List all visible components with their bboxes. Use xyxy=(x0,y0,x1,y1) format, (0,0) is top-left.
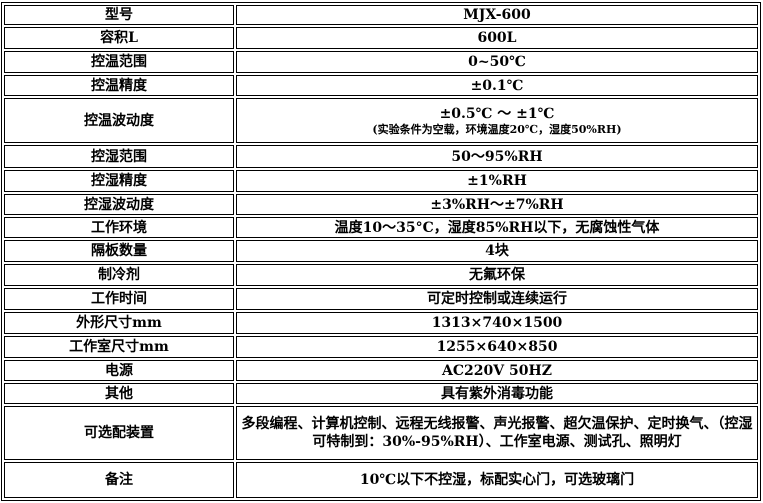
table-row: 外形尺寸mm 1313×740×1500 xyxy=(4,312,758,334)
spec-value: 可定时控制或连续运行 xyxy=(236,288,758,310)
spec-note: (实验条件为空载，环境温度20℃，湿度50%RH) xyxy=(372,122,622,136)
table-row: 制冷剂 无氟环保 xyxy=(4,264,758,286)
table-row: 隔板数量 4块 xyxy=(4,240,758,262)
spec-label: 控湿范围 xyxy=(4,145,234,168)
spec-value-text: 具有紫外消毒功能 xyxy=(441,385,553,402)
spec-label: 型号 xyxy=(4,5,234,25)
table-row: 控湿波动度 ±3%RH～±7%RH xyxy=(4,194,758,215)
spec-value-text: 1313×740×1500 xyxy=(431,315,563,331)
spec-value-text: 10℃以下不控湿，标配实心门，可选玻璃门 xyxy=(359,472,635,488)
spec-value: 具有紫外消毒功能 xyxy=(236,383,758,404)
spec-value-text: ±0.1℃ xyxy=(470,77,524,94)
spec-value: ±3%RH～±7%RH xyxy=(236,194,758,215)
spec-value: 温度10～35°C，湿度85%RH以下，无腐蚀性气体 xyxy=(236,217,758,238)
spec-value-text: AC220V 50HZ xyxy=(442,362,552,379)
spec-value: 4块 xyxy=(236,240,758,262)
table-row: 控温范围 0~50℃ xyxy=(4,51,758,73)
spec-value-text: 温度10～35°C，湿度85%RH以下，无腐蚀性气体 xyxy=(334,219,660,236)
spec-label: 控湿波动度 xyxy=(4,194,234,215)
spec-value: ±0.5℃ ～ ±1℃ (实验条件为空载，环境温度20℃，湿度50%RH) xyxy=(236,98,758,143)
spec-value-text: MJX-600 xyxy=(463,7,531,23)
table-row: 电源 AC220V 50HZ xyxy=(4,360,758,381)
spec-value-text: 无氟环保 xyxy=(469,267,525,283)
table-row: 型号 MJX-600 xyxy=(4,5,758,25)
table-row: 工作时间 可定时控制或连续运行 xyxy=(4,288,758,310)
spec-label: 工作室尺寸mm xyxy=(4,336,234,358)
table-row: 容积L 600L xyxy=(4,27,758,49)
table-row: 控湿精度 ±1%RH xyxy=(4,170,758,192)
table-row: 其他 具有紫外消毒功能 xyxy=(4,383,758,404)
spec-label: 工作时间 xyxy=(4,288,234,310)
table-row: 工作室尺寸mm 1255×640×850 xyxy=(4,336,758,358)
spec-label: 控湿精度 xyxy=(4,170,234,192)
spec-label: 隔板数量 xyxy=(4,240,234,262)
spec-value: 多段编程、计算机控制、远程无线报警、声光报警、超欠温保护、定时换气、（控湿可特制… xyxy=(236,406,758,460)
spec-value: MJX-600 xyxy=(236,5,758,25)
spec-value-text: 600L xyxy=(477,30,517,46)
spec-value-text: 0~50℃ xyxy=(468,54,526,70)
spec-value-text: ±1%RH xyxy=(467,173,527,189)
spec-value-text: ±3%RH～±7%RH xyxy=(430,196,564,213)
spec-label: 容积L xyxy=(4,27,234,49)
spec-value: AC220V 50HZ xyxy=(236,360,758,381)
spec-value-text: ±0.5℃ ～ ±1℃ xyxy=(439,105,555,122)
spec-value: 1255×640×850 xyxy=(236,336,758,358)
spec-value: 0~50℃ xyxy=(236,51,758,73)
table-row: 备注 10℃以下不控湿，标配实心门，可选玻璃门 xyxy=(4,462,758,498)
spec-value: 无氟环保 xyxy=(236,264,758,286)
table-row: 控温精度 ±0.1℃ xyxy=(4,75,758,96)
spec-label: 其他 xyxy=(4,383,234,404)
spec-value-text: 1255×640×850 xyxy=(436,339,558,355)
spec-value-text: 多段编程、计算机控制、远程无线报警、声光报警、超欠温保护、定时换气、（控湿可特制… xyxy=(241,416,753,450)
spec-label: 可选配装置 xyxy=(4,406,234,460)
table-row: 可选配装置 多段编程、计算机控制、远程无线报警、声光报警、超欠温保护、定时换气、（… xyxy=(4,406,758,460)
table-row: 控湿范围 50～95%RH xyxy=(4,145,758,168)
spec-label: 备注 xyxy=(4,462,234,498)
spec-label: 电源 xyxy=(4,360,234,381)
spec-value: ±1%RH xyxy=(236,170,758,192)
spec-label: 外形尺寸mm xyxy=(4,312,234,334)
spec-label: 制冷剂 xyxy=(4,264,234,286)
spec-label: 控温波动度 xyxy=(4,98,234,143)
spec-value: 1313×740×1500 xyxy=(236,312,758,334)
spec-value-text: 50～95%RH xyxy=(451,148,543,165)
spec-label: 控温精度 xyxy=(4,75,234,96)
spec-value-text: 4块 xyxy=(485,243,509,259)
spec-value: ±0.1℃ xyxy=(236,75,758,96)
table-row: 控温波动度 ±0.5℃ ～ ±1℃ (实验条件为空载，环境温度20℃，湿度50%RH… xyxy=(4,98,758,143)
spec-label: 工作环境 xyxy=(4,217,234,238)
spec-value: 10℃以下不控湿，标配实心门，可选玻璃门 xyxy=(236,462,758,498)
spec-label: 控温范围 xyxy=(4,51,234,73)
spec-value: 600L xyxy=(236,27,758,49)
table-row: 工作环境 温度10～35°C，湿度85%RH以下，无腐蚀性气体 xyxy=(4,217,758,238)
spec-value-text: 可定时控制或连续运行 xyxy=(427,291,567,307)
spec-value: 50～95%RH xyxy=(236,145,758,168)
